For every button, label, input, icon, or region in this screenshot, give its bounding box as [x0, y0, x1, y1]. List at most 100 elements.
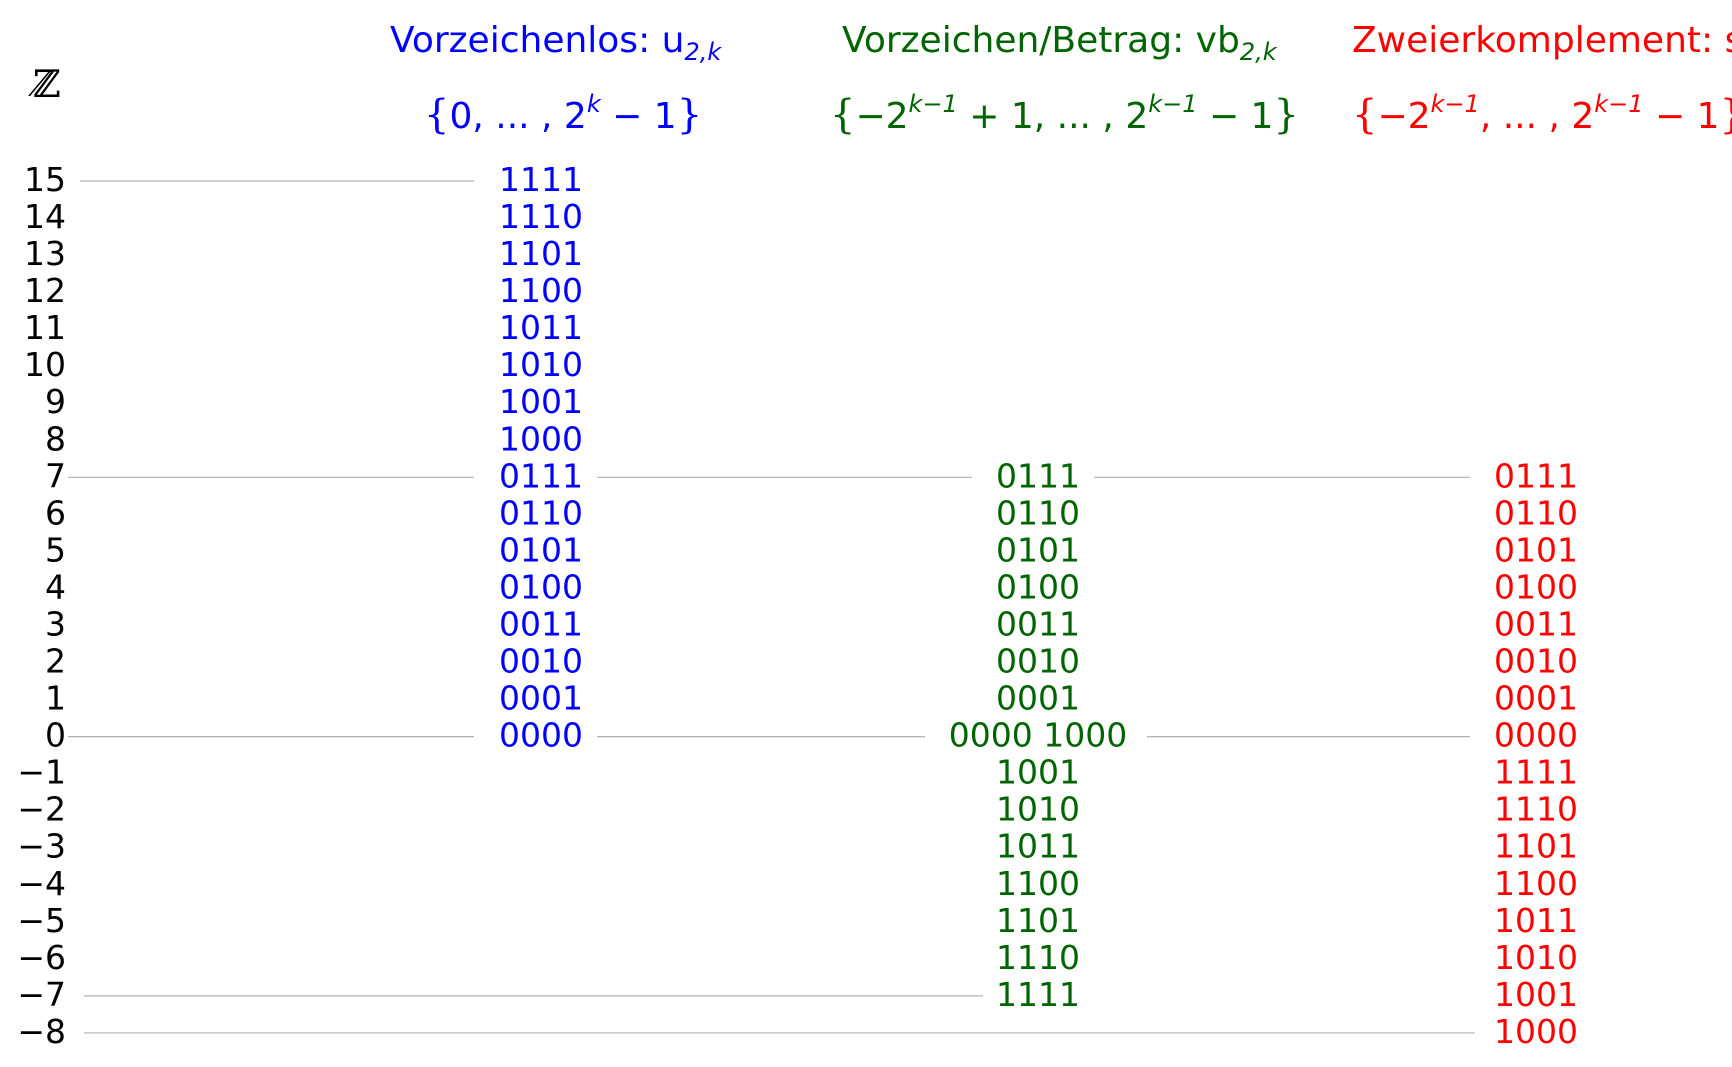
- integer-label: 12: [24, 271, 66, 310]
- twos-complement-range-mid: , ... , 2: [1479, 96, 1595, 137]
- sign-magnitude-code: 1110: [996, 938, 1080, 977]
- integer-label: 7: [45, 456, 66, 495]
- twos-complement-code: 1101: [1494, 827, 1578, 866]
- sign-magnitude-code: 0101: [996, 530, 1080, 569]
- open-brace: {: [424, 92, 450, 138]
- sign-magnitude-code: 0011: [996, 604, 1080, 643]
- integer-label: −1: [17, 753, 66, 792]
- twos-complement-code: 1010: [1494, 938, 1578, 977]
- unsigned-range-right: − 1: [600, 96, 677, 137]
- open-brace: {: [830, 92, 856, 138]
- close-brace: }: [1273, 92, 1299, 138]
- integers-symbol-text: ℤ: [33, 62, 61, 106]
- unsigned-code: 1100: [499, 271, 583, 310]
- sign-magnitude-range-right: − 1: [1197, 96, 1274, 137]
- sign-magnitude-code: 0001: [996, 679, 1080, 718]
- unsigned-code: 0001: [499, 679, 583, 718]
- unsigned-code: 0101: [499, 530, 583, 569]
- integer-label: −6: [17, 938, 66, 977]
- unsigned-code: 0010: [499, 642, 583, 681]
- twos-complement-code: 0011: [1494, 604, 1578, 643]
- sign-magnitude-code: 1111: [996, 975, 1080, 1014]
- integer-label: 2: [45, 642, 66, 681]
- twos-complement-title-text: Zweierkomplement: s: [1352, 20, 1732, 61]
- integer-label: −8: [17, 1012, 66, 1051]
- twos-complement-range: {−2k−1, ... , 2k−1 − 1}: [1352, 92, 1732, 138]
- integers-symbol: ℤ: [33, 62, 61, 106]
- unsigned-code: 1001: [499, 382, 583, 421]
- sign-magnitude-code: 1011: [996, 827, 1080, 866]
- sign-magnitude-range-left: −2: [855, 96, 909, 137]
- sign-magnitude-code: 0100: [996, 567, 1080, 606]
- integer-label: 14: [24, 197, 66, 236]
- open-brace: {: [1352, 92, 1378, 138]
- unsigned-title-subscript: 2,k: [684, 38, 722, 66]
- integer-label: −4: [17, 864, 66, 903]
- sign-magnitude-range: {−2k−1 + 1, ... , 2k−1 − 1}: [830, 92, 1299, 138]
- sign-magnitude-code: 1101: [996, 901, 1080, 940]
- sign-magnitude-code: 0111: [996, 456, 1080, 495]
- integer-label: 0: [45, 716, 66, 755]
- unsigned-code: 0011: [499, 604, 583, 643]
- twos-complement-code: 1100: [1494, 864, 1578, 903]
- twos-complement-code: 1111: [1494, 753, 1578, 792]
- twos-complement-code: 1011: [1494, 901, 1578, 940]
- unsigned-range: {0, ... , 2k − 1}: [424, 92, 702, 138]
- sign-magnitude-code: 1001: [996, 753, 1080, 792]
- sign-magnitude-range-mid: + 1, ... , 2: [957, 96, 1149, 137]
- close-brace: }: [676, 92, 703, 138]
- twos-complement-code: 0000: [1494, 716, 1578, 755]
- twos-complement-title: Zweierkomplement: sk: [1352, 20, 1732, 61]
- sign-magnitude-code: 0010: [996, 642, 1080, 681]
- integer-label: 1: [45, 679, 66, 718]
- integer-label: −5: [17, 901, 66, 940]
- sign-magnitude-code: 0110: [996, 493, 1080, 532]
- unsigned-code: 1000: [499, 419, 583, 458]
- twos-complement-code: 0100: [1494, 567, 1578, 606]
- integer-label: 4: [45, 567, 66, 606]
- twos-complement-range-left: −2: [1377, 96, 1431, 137]
- twos-complement-code: 1000: [1494, 1012, 1578, 1051]
- integer-label: 13: [24, 234, 66, 273]
- integer-label: 5: [45, 530, 66, 569]
- sign-magnitude-title: Vorzeichen/Betrag: vb2,k: [842, 20, 1277, 64]
- twos-complement-range-sup1: k−1: [1430, 90, 1480, 118]
- integer-label: −7: [17, 975, 66, 1014]
- integer-label: 8: [45, 419, 66, 458]
- unsigned-code: 0110: [499, 493, 583, 532]
- integer-label: 6: [45, 493, 66, 532]
- unsigned-title-text: Vorzeichenlos: u: [390, 20, 685, 61]
- unsigned-range-left: 0, ... , 2: [449, 96, 587, 137]
- twos-complement-range-right: − 1: [1643, 96, 1720, 137]
- unsigned-code: 1101: [499, 234, 583, 273]
- twos-complement-code: 0001: [1494, 679, 1578, 718]
- sign-magnitude-range-sup2: k−1: [1148, 90, 1198, 118]
- sign-magnitude-code: 0000 1000: [949, 716, 1127, 755]
- unsigned-code: 1110: [499, 197, 583, 236]
- sign-magnitude-code: 1100: [996, 864, 1080, 903]
- integer-label: 3: [45, 604, 66, 643]
- unsigned-code: 0111: [499, 456, 583, 495]
- unsigned-code: 1111: [499, 160, 583, 199]
- twos-complement-code: 0101: [1494, 530, 1578, 569]
- sign-magnitude-code: 1010: [996, 790, 1080, 829]
- integer-label: −2: [17, 790, 66, 829]
- twos-complement-code: 1110: [1494, 790, 1578, 829]
- twos-complement-range-sup2: k−1: [1594, 90, 1644, 118]
- integer-label: 10: [24, 345, 66, 384]
- sign-magnitude-title-text: Vorzeichen/Betrag: vb: [842, 20, 1240, 61]
- twos-complement-code: 0111: [1494, 456, 1578, 495]
- unsigned-range-sup: k: [586, 90, 601, 118]
- close-brace: }: [1720, 92, 1732, 138]
- sign-magnitude-range-sup1: k−1: [908, 90, 958, 118]
- sign-magnitude-title-subscript: 2,k: [1239, 38, 1277, 66]
- integer-label: −3: [17, 827, 66, 866]
- unsigned-code: 1011: [499, 308, 583, 347]
- twos-complement-code: 1001: [1494, 975, 1578, 1014]
- integer-label: 11: [24, 308, 66, 347]
- unsigned-title: Vorzeichenlos: u2,k: [390, 20, 721, 64]
- twos-complement-code: 0110: [1494, 493, 1578, 532]
- twos-complement-code: 0010: [1494, 642, 1578, 681]
